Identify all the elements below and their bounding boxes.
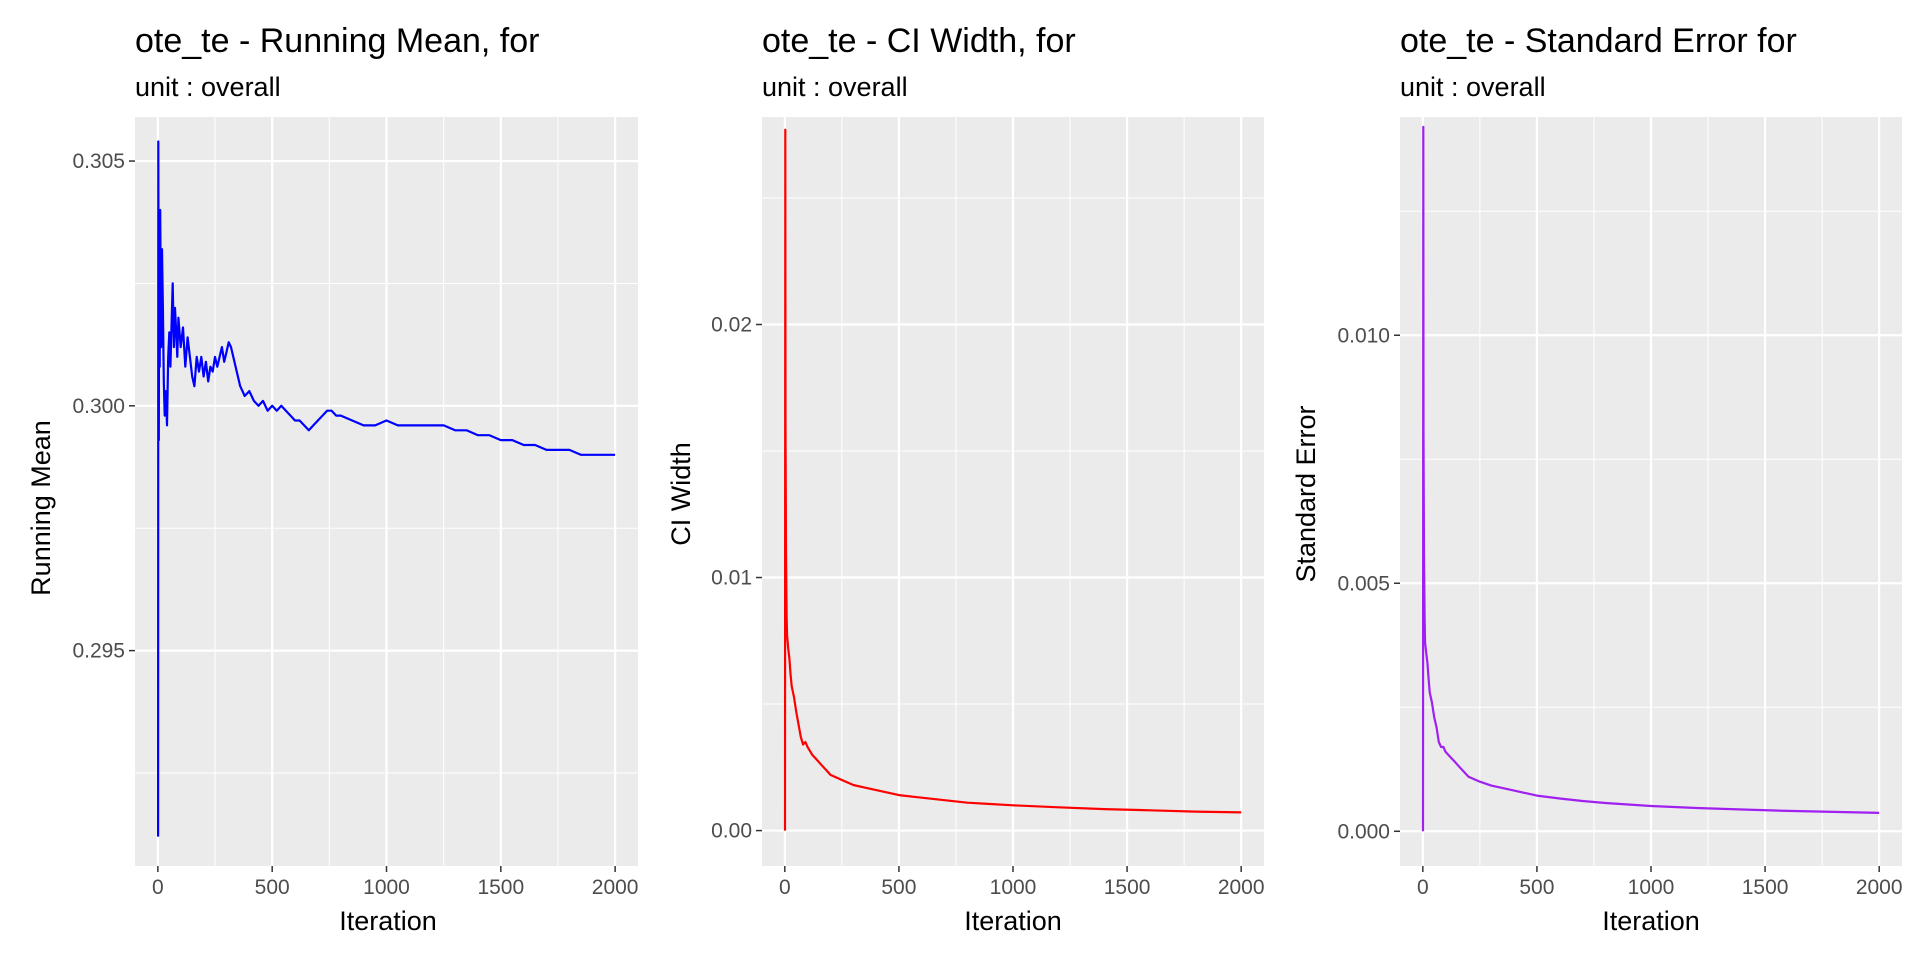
x-tick-label: 1000 [1628, 876, 1675, 899]
y-tick-label: 0.000 [1337, 820, 1390, 843]
y-tick-label: 0.010 [1337, 324, 1390, 347]
x-tick-label: 1000 [363, 876, 410, 899]
y-axis-title: CI Width [666, 442, 696, 546]
plot-area: 0 500 1000 1500 2000 0.295 0.300 0.305 [72, 117, 638, 899]
x-tick-label: 1500 [1104, 876, 1151, 899]
panel-running-mean: ote_te - Running Mean, for unit : overal… [26, 22, 539, 936]
y-axis-title: Running Mean [26, 420, 56, 596]
chart-title: ote_te - Standard Error for [1400, 22, 1797, 60]
x-tick-label: 500 [881, 876, 916, 899]
chart-title: ote_te - CI Width, for [762, 22, 1076, 60]
y-tick-label: 0.295 [72, 640, 125, 663]
y-tick-label: 0.00 [711, 820, 752, 843]
series-line [783, 128, 1242, 831]
x-axis-title: Iteration [964, 906, 1062, 936]
panel-ci-width: ote_te - CI Width, for unit : overall It… [666, 22, 1076, 936]
y-tick-label: 0.300 [72, 395, 125, 418]
x-axis-title: Iteration [339, 906, 437, 936]
y-tick-label: 0.005 [1337, 572, 1390, 595]
x-tick-label: 2000 [592, 876, 639, 899]
x-tick-label: 0 [779, 876, 791, 899]
chart-subtitle: unit : overall [762, 72, 908, 102]
plot-area: 0 500 1000 1500 2000 0.00 0.01 0.02 [711, 117, 1265, 899]
series-line [1421, 125, 1880, 832]
x-tick-label: 500 [255, 876, 290, 899]
x-tick-label: 0 [152, 876, 164, 899]
y-tick-label: 0.305 [72, 150, 125, 173]
panel-standard-error: ote_te - Standard Error for unit : overa… [1291, 22, 1797, 936]
chart-subtitle: unit : overall [135, 72, 281, 102]
y-axis-title: Standard Error [1291, 405, 1321, 582]
x-tick-label: 1000 [990, 876, 1037, 899]
y-tick-label: 0.02 [711, 313, 752, 336]
x-tick-label: 1500 [1742, 876, 1789, 899]
x-tick-label: 1500 [477, 876, 524, 899]
plot-area: 0 500 1000 1500 2000 0.000 0.005 0.010 [1337, 117, 1903, 899]
chart-title: ote_te - Running Mean, for [135, 22, 539, 60]
x-tick-label: 2000 [1218, 876, 1265, 899]
x-axis-title: Iteration [1602, 906, 1700, 936]
x-tick-label: 500 [1519, 876, 1554, 899]
chart-subtitle: unit : overall [1400, 72, 1546, 102]
y-tick-label: 0.01 [711, 567, 752, 590]
x-tick-label: 2000 [1856, 876, 1903, 899]
x-tick-label: 0 [1417, 876, 1429, 899]
series-line [157, 140, 616, 837]
